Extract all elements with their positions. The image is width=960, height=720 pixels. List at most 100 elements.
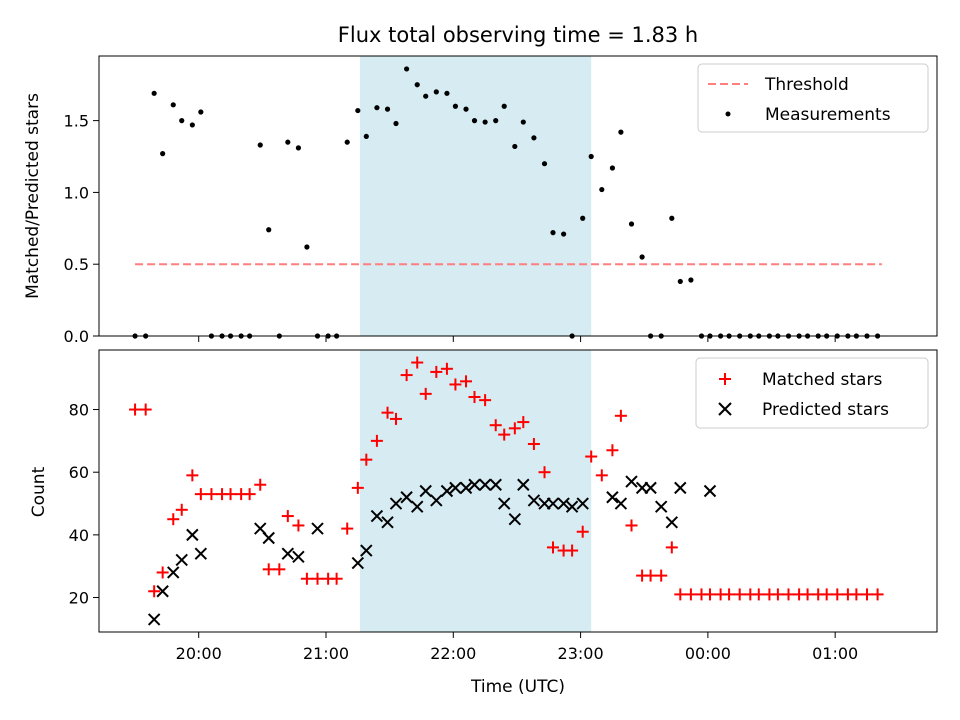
count-axes-frame xyxy=(98,349,938,633)
matched-stars-point xyxy=(665,541,678,554)
matched-stars-point xyxy=(585,450,598,463)
x-stroke-b xyxy=(156,585,169,598)
x-stroke-b xyxy=(360,544,373,557)
matched-stars-point xyxy=(224,488,237,501)
x-stroke-b xyxy=(489,478,502,491)
predicted-stars-point xyxy=(517,478,530,491)
x-stroke-b xyxy=(498,497,511,510)
x-stroke-b xyxy=(449,481,462,495)
matched-stars-point xyxy=(566,544,579,557)
predicted-stars-point xyxy=(478,478,492,491)
x-tick-label: 01:00 xyxy=(812,644,858,663)
measurement-point xyxy=(688,277,694,283)
predicted-stars-point xyxy=(262,531,275,545)
predicted-stars-point xyxy=(400,491,413,504)
matched-stars-point xyxy=(273,563,286,576)
matched-stars-point xyxy=(440,362,453,375)
predicted-stars-point xyxy=(527,494,541,507)
x-stroke-b xyxy=(430,494,443,507)
predicted-stars-point xyxy=(381,516,394,529)
predicted-stars-point xyxy=(665,516,679,529)
x-stroke-b xyxy=(311,522,324,535)
measurement-point xyxy=(618,129,624,135)
matched-stars-point xyxy=(381,406,394,419)
measurement-point xyxy=(160,151,166,157)
matched-stars-point xyxy=(390,412,403,425)
measurement-point xyxy=(295,145,302,151)
ratio-legend: Threshold Measurements xyxy=(697,63,929,133)
predicted-stars-point xyxy=(546,497,560,510)
y-tick-label: 0.5 xyxy=(64,255,89,274)
observing-span-top xyxy=(359,56,592,336)
measurement-point xyxy=(531,135,537,141)
predicted-stars-point xyxy=(654,500,668,513)
count-y-ticks: 20 40 60 80 xyxy=(69,401,99,608)
matched-stars-point xyxy=(860,588,873,601)
y-tick-label: 0.0 xyxy=(64,327,89,346)
matched-stars-point xyxy=(129,403,142,416)
matched-stars-point xyxy=(243,488,256,501)
measurement-point xyxy=(344,139,350,145)
measurement-point xyxy=(493,118,499,124)
x-stroke-b xyxy=(527,494,541,507)
predicted-stars-point xyxy=(508,512,522,526)
x-tick-label: 20:00 xyxy=(176,644,222,663)
matched-stars-point xyxy=(419,387,432,400)
x-stroke-b xyxy=(389,497,403,510)
matched-stars-point xyxy=(460,375,473,388)
measurement-point xyxy=(393,120,399,127)
x-stroke-b xyxy=(281,547,295,560)
matched-stars-point xyxy=(148,585,161,598)
measurement-point xyxy=(189,122,195,128)
predicted-stars-point xyxy=(167,566,180,579)
legend-matched-swatch xyxy=(719,373,731,385)
measurement-point xyxy=(266,227,272,233)
matched-stars-point xyxy=(262,563,275,576)
x-stroke-b xyxy=(459,481,473,495)
y-tick-label: 1.5 xyxy=(64,112,89,131)
predicted-stars-point xyxy=(565,500,579,513)
matched-stars-point xyxy=(723,588,736,601)
predicted-stars-point xyxy=(489,478,502,491)
legend-predicted-swatch xyxy=(718,402,732,416)
legend-threshold-label: Threshold xyxy=(764,75,849,95)
y-tick-label: 60 xyxy=(69,463,89,482)
matched-stars-point xyxy=(625,519,638,532)
matched-stars-point xyxy=(576,525,589,538)
matched-stars-point xyxy=(871,588,884,601)
measurement-point xyxy=(471,118,478,124)
ratio-y-axis-label: Matched/Predicted stars xyxy=(23,93,43,299)
matched-stars-point xyxy=(194,488,207,501)
measurement-point xyxy=(423,93,429,99)
y-tick-label: 80 xyxy=(69,401,89,420)
matched-stars-point xyxy=(850,588,863,601)
measurement-point xyxy=(285,139,291,145)
matched-stars-point xyxy=(300,572,313,585)
matched-stars-point xyxy=(703,588,716,601)
matched-stars-point xyxy=(254,478,267,491)
matched-stars-point xyxy=(292,519,305,532)
x-stroke-b xyxy=(565,500,579,513)
measurement-point xyxy=(374,105,380,111)
x-stroke-b xyxy=(606,491,619,504)
x-stroke-b xyxy=(625,475,638,488)
measurement-point xyxy=(550,230,556,236)
ratio-legend-box xyxy=(697,63,929,133)
measurement-point xyxy=(198,109,204,115)
measurement-point xyxy=(677,278,683,285)
x-stroke-b xyxy=(644,481,657,495)
matched-stars-point xyxy=(479,394,492,407)
matched-stars-point xyxy=(139,403,152,416)
measurement-point xyxy=(588,153,594,160)
matched-stars-point xyxy=(782,588,795,601)
measurement-point xyxy=(384,106,391,112)
x-stroke-b xyxy=(175,553,188,567)
measurement-point xyxy=(170,102,176,108)
matched-stars-point xyxy=(614,409,627,422)
matched-stars-point xyxy=(527,438,540,450)
x-stroke-b xyxy=(703,484,717,498)
predicted-stars-point xyxy=(614,497,628,510)
measurement-point xyxy=(363,133,369,140)
